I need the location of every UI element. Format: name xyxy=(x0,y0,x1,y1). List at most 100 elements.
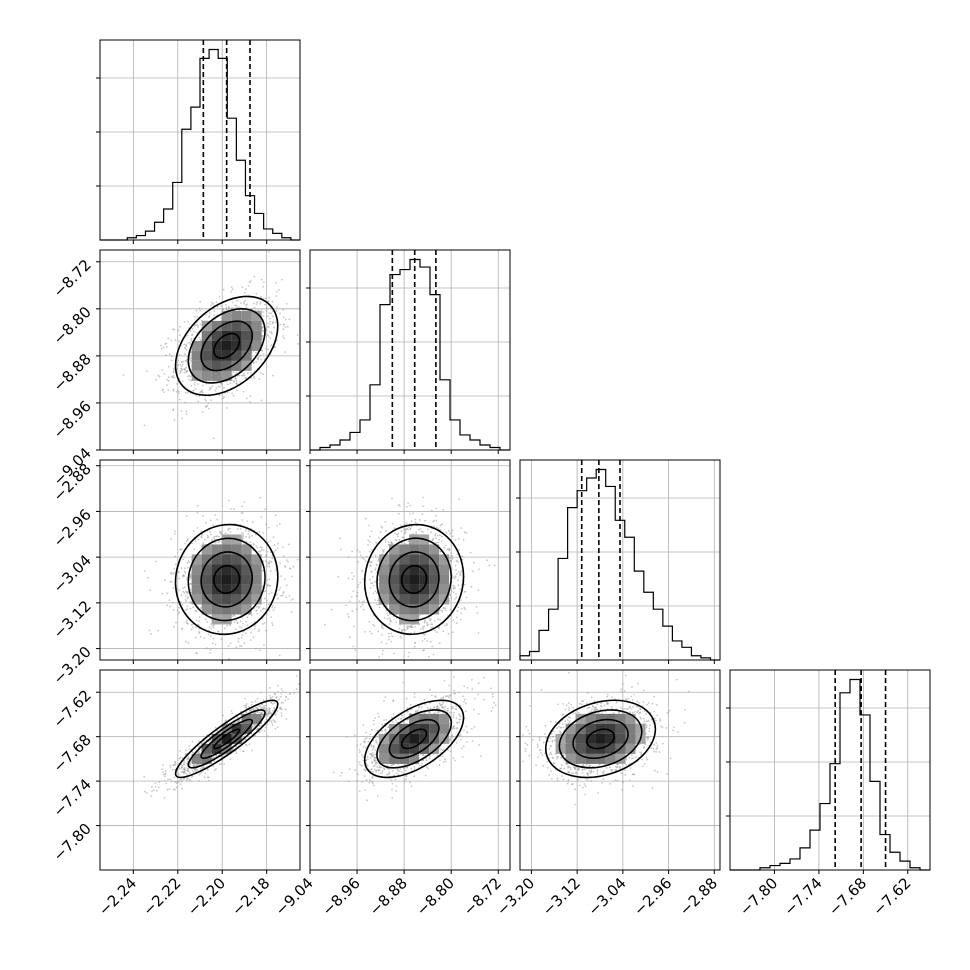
scatter-point xyxy=(339,537,341,539)
scatter-point xyxy=(464,590,467,593)
scatter-point xyxy=(265,310,268,313)
scatter-point xyxy=(363,600,366,603)
scatter-point xyxy=(451,558,454,560)
scatter-point xyxy=(210,301,213,304)
scatter-point xyxy=(463,583,466,586)
scatter-point xyxy=(186,605,189,608)
density-cell xyxy=(429,594,440,605)
scatter-point xyxy=(246,372,249,375)
scatter-point xyxy=(303,570,305,572)
scatter-point xyxy=(206,534,209,537)
scatter-point xyxy=(169,766,172,769)
scatter-point xyxy=(375,563,378,566)
scatter-point xyxy=(184,567,186,570)
scatter-point xyxy=(270,561,273,563)
scatter-point xyxy=(456,559,458,562)
scatter-point xyxy=(218,540,221,543)
scatter-point xyxy=(455,568,457,571)
scatter-point xyxy=(256,612,259,615)
scatter-point xyxy=(280,278,283,281)
scatter-point xyxy=(188,561,191,564)
scatter-point xyxy=(454,564,457,567)
scatter-point xyxy=(182,574,185,577)
scatter-point xyxy=(174,339,177,341)
scatter-point xyxy=(273,550,276,553)
density-cell xyxy=(241,604,252,615)
scatter-point xyxy=(399,524,402,527)
scatter-point xyxy=(422,628,425,630)
scatter-point xyxy=(404,665,406,667)
scatter-point xyxy=(348,636,351,639)
scatter-point xyxy=(403,628,406,631)
density-cell xyxy=(221,564,232,575)
density-cell xyxy=(201,320,212,331)
scatter-point xyxy=(450,531,453,534)
scatter-point xyxy=(270,332,273,335)
scatter-point xyxy=(418,672,420,674)
scatter-point xyxy=(396,535,399,538)
scatter-point xyxy=(271,557,274,560)
scatter-point xyxy=(413,631,416,634)
scatter-point xyxy=(352,590,355,593)
scatter-point xyxy=(369,578,371,581)
scatter-point xyxy=(232,394,235,397)
scatter-point xyxy=(242,374,245,377)
scatter-point xyxy=(444,609,447,612)
density-cell xyxy=(201,604,212,615)
scatter-point xyxy=(213,535,216,538)
scatter-point xyxy=(224,532,227,535)
scatter-point xyxy=(460,569,463,572)
scatter-point xyxy=(269,331,271,333)
scatter-point xyxy=(357,583,360,586)
scatter-point xyxy=(186,455,188,457)
scatter-point xyxy=(268,566,271,568)
scatter-point xyxy=(404,528,407,531)
density-cell xyxy=(221,310,232,321)
scatter-point xyxy=(262,532,265,534)
scatter-point xyxy=(434,629,436,632)
scatter-point xyxy=(200,772,203,774)
scatter-point xyxy=(427,656,430,658)
scatter-point xyxy=(275,295,278,297)
scatter-point xyxy=(264,555,267,558)
scatter-point xyxy=(259,550,262,553)
scatter-point xyxy=(196,619,198,622)
scatter-point xyxy=(405,626,408,628)
scatter-point xyxy=(197,326,200,328)
scatter-point xyxy=(430,666,432,668)
scatter-point xyxy=(263,622,266,624)
scatter-point xyxy=(177,606,180,609)
scatter-point xyxy=(364,630,366,633)
scatter-point xyxy=(170,571,173,574)
scatter-point xyxy=(175,390,178,393)
scatter-point xyxy=(167,389,170,392)
density-cell xyxy=(439,554,450,565)
scatter-point xyxy=(266,708,268,710)
scatter-point xyxy=(330,608,333,611)
scatter-point xyxy=(457,579,459,582)
scatter-point xyxy=(410,625,412,628)
scatter-point xyxy=(165,782,168,785)
scatter-point xyxy=(260,609,262,612)
scatter-point xyxy=(403,527,406,529)
scatter-content xyxy=(143,675,300,799)
scatter-point xyxy=(169,605,172,608)
scatter-point xyxy=(190,379,193,382)
scatter-point xyxy=(210,533,212,536)
scatter-point xyxy=(184,368,187,370)
scatter-point xyxy=(237,637,240,640)
scatter-point xyxy=(403,532,406,535)
scatter-point xyxy=(150,795,153,797)
scatter-point xyxy=(448,529,450,532)
density-cell xyxy=(231,554,242,565)
scatter-point xyxy=(173,533,176,535)
scatter-point xyxy=(201,390,203,393)
scatter-point xyxy=(253,275,256,278)
scatter-point xyxy=(469,551,472,554)
density-cell xyxy=(419,594,430,605)
scatter-point xyxy=(224,627,226,630)
scatter-point xyxy=(282,316,285,319)
density-cell xyxy=(251,554,262,565)
scatter-point xyxy=(452,576,454,578)
scatter-point xyxy=(439,524,442,527)
